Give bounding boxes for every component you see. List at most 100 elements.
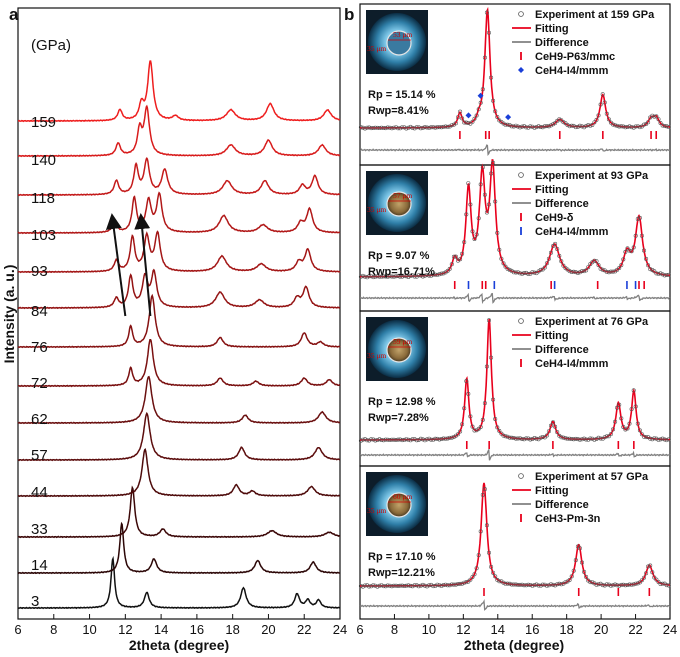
experiment-point: [445, 124, 450, 129]
experiment-point: [362, 274, 367, 279]
experiment-point: [602, 583, 607, 588]
experiment-point: [662, 124, 667, 129]
experiment-point: [412, 583, 417, 588]
xrd-line-62-gpa: [17, 375, 341, 425]
experiment-point: [648, 267, 653, 272]
experiment-point: [534, 436, 539, 441]
experiment-point: [513, 582, 518, 587]
pressure-label-140: 140: [31, 152, 56, 169]
experiment-point: [474, 428, 479, 433]
inset-sample: [386, 191, 412, 217]
pressure-label-3: 3: [31, 593, 39, 610]
experiment-point: [513, 436, 518, 441]
experiment-point: [491, 160, 496, 165]
experiment-point: [610, 583, 615, 588]
experiment-point: [538, 435, 543, 440]
experiment-point: [633, 404, 638, 409]
experiment-point: [480, 417, 485, 422]
experiment-point: [654, 114, 659, 119]
experiment-point: [478, 529, 483, 534]
experiment-point: [414, 438, 419, 443]
inset-size-label: 53 μm: [393, 30, 412, 39]
experiment-point: [493, 109, 498, 114]
panel-a-plot: 3 14 33 44 57 62 72 76 84 93 103 118 140 159: [17, 60, 341, 610]
legend-entry: Experiment at 57 GPa: [535, 471, 649, 483]
experiment-point: [420, 125, 425, 130]
experiment-point: [615, 583, 620, 588]
experiment-point: [546, 583, 551, 588]
experiment-point: [526, 436, 531, 441]
experiment-point: [427, 436, 432, 441]
experiment-point: [464, 212, 469, 217]
panel-b-x-axis-title: 2theta (degree): [464, 637, 564, 653]
b-x-tick-label-10: 10: [422, 622, 436, 637]
experiment-point: [427, 583, 432, 588]
experiment-point: [621, 257, 626, 262]
experiment-point: [639, 233, 644, 238]
experiment-point: [600, 583, 605, 588]
experiment-point: [414, 274, 419, 279]
experiment-point: [517, 582, 522, 587]
experiment-point: [455, 258, 460, 263]
experiment-point: [507, 435, 512, 440]
experiment-point: [416, 437, 421, 442]
experiment-point: [551, 420, 556, 425]
experiment-point: [443, 582, 448, 587]
legend-entry: Experiment at 76 GPa: [535, 316, 649, 328]
experiment-point: [373, 125, 378, 130]
experiment-point: [586, 437, 591, 442]
experiment-point: [478, 100, 483, 105]
difference-curve: [360, 292, 671, 305]
experiment-point: [420, 582, 425, 587]
inset-side-label: 35 μm: [367, 351, 386, 360]
experiment-point: [398, 274, 403, 279]
experiment-point: [557, 253, 562, 258]
experiment-point: [396, 437, 401, 442]
legend-entry: Fitting: [535, 330, 569, 342]
dac-inset-image: 57 μm 35 μm: [366, 171, 428, 235]
experiment-point: [652, 114, 657, 119]
panel-a-letter: a: [9, 5, 19, 24]
b-x-tick-label-14: 14: [491, 622, 505, 637]
experiment-point: [391, 437, 396, 442]
legend-entry: Fitting: [535, 485, 569, 497]
xrd-line-103-gpa: [17, 191, 341, 235]
experiment-point: [437, 437, 442, 442]
experiment-point: [402, 273, 407, 278]
experiment-point: [548, 250, 553, 255]
panel-a-x-axis-title: 2theta (degree): [129, 637, 229, 653]
experiment-point: [431, 125, 436, 130]
experiment-point: [654, 271, 659, 276]
experiment-point: [540, 267, 545, 272]
experiment-point: [367, 438, 372, 443]
pressure-label-84: 84: [31, 303, 48, 320]
experiment-point: [360, 437, 365, 442]
experiment-point: [379, 583, 384, 588]
experiment-point: [532, 583, 537, 588]
experiment-point: [410, 437, 415, 442]
experiment-point: [641, 122, 646, 127]
experiment-point: [520, 271, 525, 276]
experiment-point: [468, 202, 473, 207]
experiment-point: [424, 584, 429, 589]
inset-size-label: 57 μm: [393, 191, 412, 200]
inset-size-label: 60 μm: [393, 492, 412, 501]
experiment-point: [369, 274, 374, 279]
panel-a-x-axis: 6 8 10 12 14 16 18 20 22 24: [14, 614, 347, 637]
experiment-point: [393, 583, 398, 588]
experiment-point: [656, 117, 661, 122]
experiment-point: [371, 275, 376, 280]
experiment-point: [662, 437, 667, 442]
experiment-point: [631, 582, 636, 587]
experiment-point: [480, 87, 485, 92]
experiment-point: [470, 229, 475, 234]
experiment-point: [606, 270, 611, 275]
experiment-point: [383, 584, 388, 589]
experiment-point: [462, 406, 467, 411]
experiment-point: [381, 126, 386, 131]
experiment-point: [610, 122, 615, 127]
experiment-point: [441, 583, 446, 588]
experiment-point: [511, 124, 516, 129]
experiment-point: [389, 584, 394, 589]
xrd-line-44-gpa: [17, 447, 341, 498]
